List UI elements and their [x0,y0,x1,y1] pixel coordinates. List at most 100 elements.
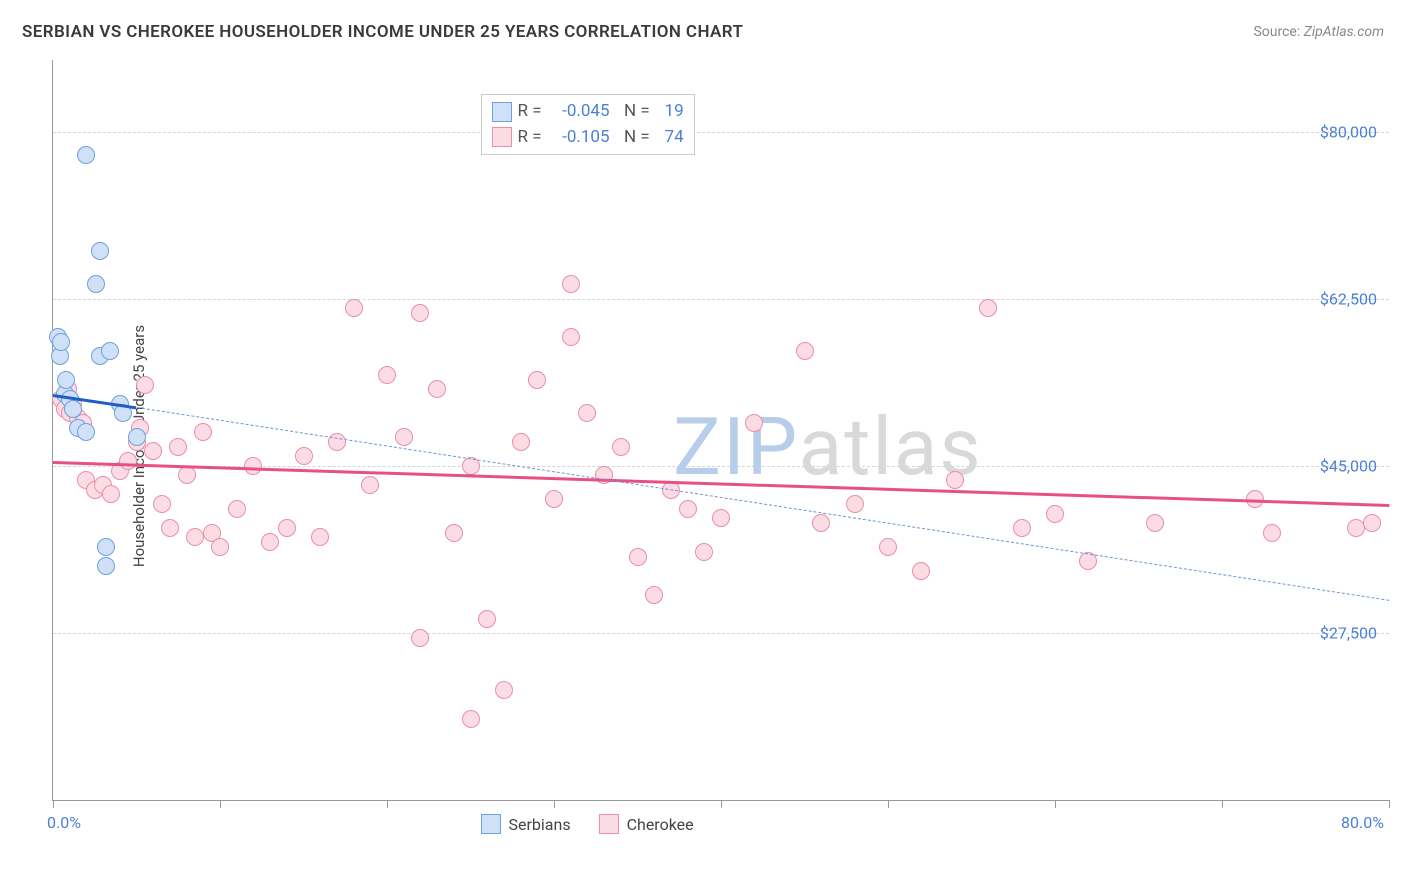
data-point-cherokee [445,524,463,542]
data-point-cherokee [144,442,162,460]
x-tick [53,800,54,808]
x-tick [721,800,722,808]
data-point-cherokee [1146,514,1164,532]
r-value: -0.045 [548,99,610,125]
source-attribution: Source: ZipAtlas.com [1253,24,1384,40]
data-point-cherokee [979,299,997,317]
data-point-cherokee [228,500,246,518]
data-point-cherokee [136,376,154,394]
data-point-cherokee [428,380,446,398]
data-point-cherokee [153,495,171,513]
trend-line [136,407,1389,601]
data-point-cherokee [1347,519,1365,537]
source-label: Source: [1253,24,1300,40]
data-point-cherokee [345,299,363,317]
data-point-cherokee [495,681,513,699]
data-point-serbians [97,557,115,575]
data-point-cherokee [311,528,329,546]
data-point-cherokee [119,452,137,470]
legend-item-serbians: Serbians [481,814,571,834]
data-point-cherokee [411,629,429,647]
chart-title: SERBIAN VS CHEROKEE HOUSEHOLDER INCOME U… [22,22,743,42]
data-point-cherokee [629,548,647,566]
data-point-cherokee [278,519,296,537]
x-tick-label: 80.0% [1341,813,1384,832]
data-point-cherokee [244,457,262,475]
y-tick-label: $45,000 [1320,456,1377,475]
source-link[interactable]: ZipAtlas.com [1304,24,1384,40]
data-point-cherokee [102,485,120,503]
data-point-cherokee [879,538,897,556]
x-tick-label: 0.0% [47,813,81,832]
gridline [53,299,1389,300]
data-point-cherokee [595,466,613,484]
legend-swatch [599,814,619,834]
legend-row-cherokee: R =-0.105 N =74 [492,125,684,151]
data-point-serbians [52,333,70,351]
data-point-cherokee [261,533,279,551]
legend-label: Serbians [509,815,571,834]
x-tick [220,800,221,808]
data-point-cherokee [578,404,596,422]
data-point-cherokee [1046,505,1064,523]
n-label: N = [616,99,650,125]
data-point-serbians [101,342,119,360]
legend-row-serbians: R =-0.045 N =19 [492,99,684,125]
legend-swatch [481,814,501,834]
y-tick-label: $27,500 [1320,623,1377,642]
data-point-cherokee [169,438,187,456]
data-point-cherokee [328,433,346,451]
data-point-cherokee [178,466,196,484]
r-label: R = [518,125,542,151]
correlation-legend: R =-0.045 N =19R =-0.105 N =74 [481,94,695,155]
data-point-cherokee [186,528,204,546]
data-point-cherokee [946,471,964,489]
data-point-cherokee [812,514,830,532]
data-point-cherokee [645,586,663,604]
data-point-cherokee [712,509,730,527]
data-point-cherokee [745,414,763,432]
data-point-cherokee [378,366,396,384]
r-value: -0.105 [548,125,610,151]
y-tick-label: $80,000 [1320,122,1377,141]
data-point-cherokee [545,490,563,508]
n-value: 74 [656,125,684,151]
series-legend: Serbians Cherokee [481,814,694,834]
data-point-serbians [128,428,146,446]
data-point-cherokee [1013,519,1031,537]
data-point-cherokee [295,447,313,465]
x-tick [888,800,889,808]
n-value: 19 [656,99,684,125]
data-point-cherokee [562,275,580,293]
data-point-serbians [77,423,95,441]
n-label: N = [616,125,650,151]
data-point-cherokee [512,433,530,451]
x-tick [554,800,555,808]
data-point-cherokee [478,610,496,628]
data-point-cherokee [528,371,546,389]
gridline [53,132,1389,133]
data-point-cherokee [679,500,697,518]
x-tick [1389,800,1390,808]
data-point-serbians [57,371,75,389]
y-tick-label: $62,500 [1320,289,1377,308]
r-label: R = [518,99,542,125]
trend-line [53,461,1389,506]
data-point-serbians [77,146,95,164]
x-tick [387,800,388,808]
x-tick [1222,800,1223,808]
data-point-serbians [87,275,105,293]
legend-label: Cherokee [627,815,694,834]
data-point-cherokee [395,428,413,446]
data-point-serbians [97,538,115,556]
data-point-cherokee [912,562,930,580]
data-point-cherokee [695,543,713,561]
data-point-cherokee [1363,514,1381,532]
data-point-serbians [91,242,109,260]
gridline [53,633,1389,634]
legend-swatch [492,102,512,122]
data-point-cherokee [846,495,864,513]
scatter-plot-area: $27,500$45,000$62,500$80,0000.0%80.0%ZIP… [52,60,1389,801]
data-point-cherokee [194,423,212,441]
data-point-cherokee [161,519,179,537]
